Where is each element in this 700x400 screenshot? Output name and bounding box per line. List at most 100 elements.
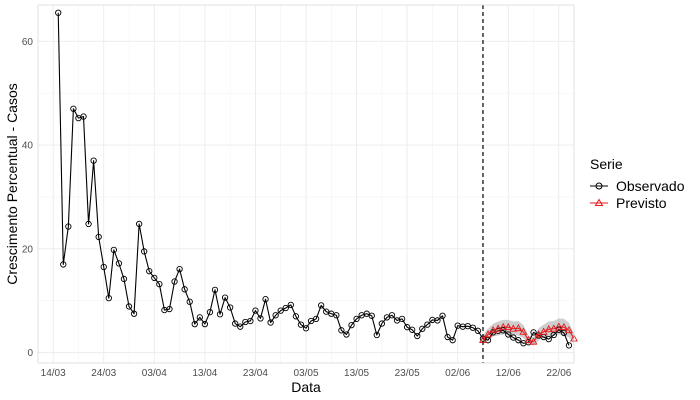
data-point-previsto — [524, 335, 533, 344]
data-point-observado — [449, 337, 456, 344]
data-point-observado — [252, 307, 259, 314]
data-point-observado — [181, 286, 188, 293]
x-tick-label: 24/03 — [91, 368, 116, 379]
x-axis-title: Data — [291, 379, 321, 395]
data-point-previsto — [489, 325, 498, 334]
data-point-observado — [550, 331, 557, 339]
data-point-observado — [196, 314, 203, 321]
y-tick-label: 0 — [27, 348, 33, 359]
data-point-observado — [221, 294, 229, 301]
legend: Serie Observado Previsto — [590, 156, 685, 211]
data-point-observado — [434, 317, 441, 324]
data-point-observado — [237, 323, 244, 330]
data-point-observado — [166, 305, 173, 313]
data-point-observado — [130, 310, 138, 317]
data-point-observado — [398, 315, 406, 323]
legend-item-previsto: Previsto — [590, 195, 667, 211]
data-point-observado — [201, 320, 209, 328]
data-point-observado — [100, 263, 107, 271]
data-point-observado — [530, 329, 537, 336]
data-point-observado — [216, 311, 224, 318]
grid-major — [38, 5, 574, 363]
data-point-observado — [343, 331, 350, 338]
data-point-observado — [186, 298, 193, 305]
data-point-observado — [110, 246, 117, 254]
data-point-observado — [368, 312, 375, 319]
x-tick-label: 22/06 — [546, 368, 571, 379]
data-point-previsto — [514, 323, 523, 332]
data-point-observado — [348, 321, 355, 329]
data-point-observado — [297, 321, 305, 328]
data-point-observado — [141, 248, 148, 255]
x-tick-label: 14/03 — [41, 368, 66, 379]
data-point-observado — [373, 331, 380, 339]
x-tick-label: 02/06 — [445, 368, 470, 379]
data-point-previsto — [564, 325, 573, 334]
data-point-observado — [125, 303, 133, 310]
data-point-observado — [176, 265, 183, 273]
data-point-observado — [292, 313, 300, 320]
x-axis: 14/03 24/03 03/04 13/04 23/04 03/05 13/05 23/05… — [41, 368, 572, 379]
x-tick-label: 13/05 — [344, 368, 369, 379]
data-point-observado — [378, 320, 385, 327]
data-point-observado — [272, 312, 279, 319]
data-point-observado — [227, 304, 234, 311]
data-point-observado — [257, 315, 264, 322]
data-point-previsto — [504, 322, 513, 331]
data-point-observado — [80, 113, 87, 120]
data-point-observado — [55, 9, 62, 16]
data-point-previsto — [509, 324, 518, 332]
data-point-observado — [403, 324, 411, 331]
legend-item-observado: Observado — [590, 178, 685, 194]
data-point-previsto — [479, 335, 487, 344]
data-point-previsto — [549, 324, 558, 332]
data-point-previsto — [544, 324, 553, 333]
data-point-observado — [414, 332, 421, 340]
x-tick-label: 03/04 — [142, 368, 167, 379]
data-point-observado — [262, 296, 269, 303]
data-point-previsto — [559, 322, 568, 331]
series-points — [55, 9, 578, 349]
x-tick-label: 13/04 — [192, 368, 217, 379]
data-point-previsto — [529, 337, 538, 345]
data-point-observado — [515, 337, 522, 344]
data-point-observado — [151, 274, 158, 282]
data-point-observado — [206, 309, 214, 316]
data-point-observado — [191, 320, 198, 328]
x-tick-label: 23/04 — [243, 368, 268, 379]
data-point-observado — [120, 275, 128, 283]
x-tick-label: 03/05 — [293, 368, 318, 379]
data-point-observado — [439, 312, 446, 319]
legend-key-previsto-marker — [594, 198, 604, 206]
y-axis-title: Crescimento Percentual - Casos — [4, 83, 20, 285]
data-point-observado — [353, 315, 360, 323]
data-point-observado — [510, 334, 517, 341]
data-point-observado — [85, 220, 92, 228]
data-point-observado — [95, 233, 102, 241]
data-point-observado — [232, 320, 239, 327]
data-point-observado — [277, 307, 284, 314]
data-point-observado — [333, 312, 340, 319]
data-point-observado — [135, 220, 143, 228]
data-point-observado — [267, 319, 274, 326]
data-point-observado — [70, 105, 77, 112]
data-point-observado — [474, 327, 482, 334]
legend-label-observado: Observado — [616, 178, 685, 194]
legend-label-previsto: Previsto — [616, 195, 667, 211]
data-point-observado — [156, 280, 163, 288]
data-point-observado — [338, 327, 345, 334]
confidence-bands — [482, 318, 574, 346]
y-axis: 0 20 40 60 — [22, 37, 34, 359]
data-point-observado — [65, 223, 72, 230]
data-point-observado — [424, 321, 431, 328]
data-point-observado — [247, 317, 254, 325]
data-point-observado — [545, 335, 552, 343]
data-point-observado — [105, 294, 112, 302]
data-point-observado — [565, 342, 573, 349]
data-point-previsto — [484, 330, 492, 338]
data-point-observado — [302, 325, 310, 332]
data-point-previsto — [519, 327, 528, 335]
data-point-observado — [505, 331, 512, 338]
data-point-observado — [318, 302, 325, 309]
